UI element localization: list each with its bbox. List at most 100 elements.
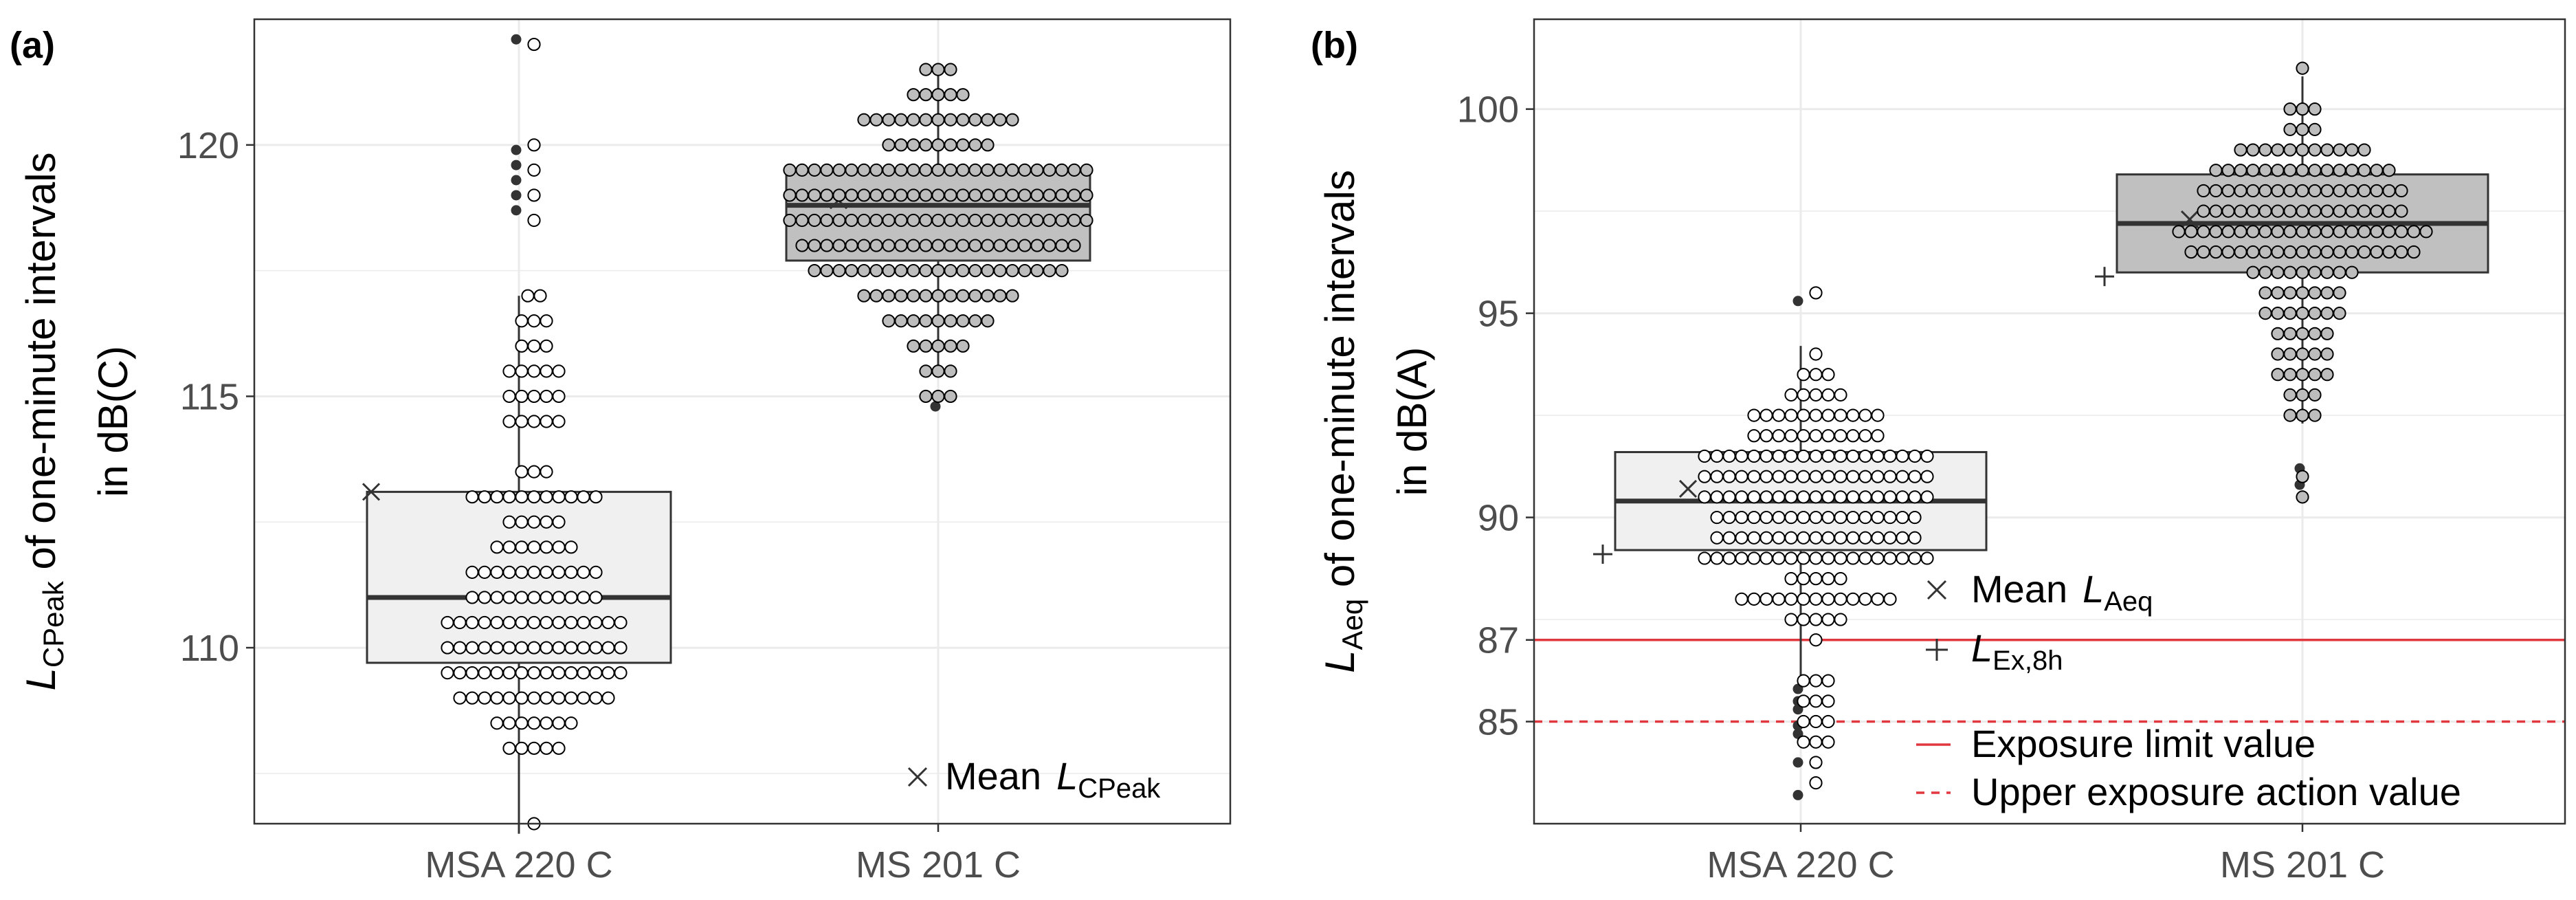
dot [1067, 213, 1081, 228]
dot [1772, 510, 1786, 525]
dot [993, 163, 1007, 177]
dot [1735, 551, 1748, 565]
dot [981, 289, 995, 303]
outlier-point [930, 401, 941, 412]
dot [1858, 449, 1872, 463]
dot [1006, 213, 1019, 228]
dot [1784, 510, 1798, 525]
dot [2333, 265, 2346, 279]
dot [577, 591, 590, 604]
outlier-point [511, 144, 522, 155]
dot [1722, 531, 1736, 545]
dot [465, 691, 479, 705]
dot [2395, 204, 2408, 218]
dot [2296, 470, 2309, 483]
dot [2246, 245, 2260, 259]
dot [2258, 204, 2272, 218]
dot [540, 364, 553, 378]
dot [1871, 429, 1885, 443]
dot [919, 289, 933, 303]
dot [882, 113, 896, 127]
dot [2296, 327, 2309, 340]
dot [869, 113, 883, 127]
dot [453, 615, 467, 630]
dot [2271, 265, 2285, 279]
dot [931, 314, 945, 328]
dot [1018, 264, 1032, 278]
dot [2271, 184, 2285, 198]
dot [1920, 449, 1934, 463]
dot [1759, 470, 1773, 483]
dot [2308, 286, 2322, 300]
dot [1784, 572, 1798, 586]
dot [589, 591, 603, 604]
dot [1809, 347, 1823, 361]
dot [1908, 551, 1922, 565]
dot [2271, 307, 2285, 320]
dot [515, 591, 529, 604]
dot [2296, 143, 2309, 157]
x-tick-label: MSA 220 C [425, 844, 612, 886]
dot [515, 666, 529, 680]
dot [968, 289, 982, 303]
dot [490, 591, 504, 604]
dot [2246, 265, 2260, 279]
dot [882, 163, 896, 177]
dot [2246, 204, 2260, 218]
dot [490, 641, 504, 655]
dot [552, 565, 566, 579]
dot [577, 666, 590, 680]
dot [2370, 245, 2384, 259]
dot [527, 716, 541, 730]
dot [2209, 184, 2223, 198]
dot [2234, 204, 2247, 218]
box-1 [2095, 76, 2489, 490]
dot [1846, 449, 1860, 463]
dot [1809, 592, 1823, 606]
dot [1809, 613, 1823, 626]
dot [552, 515, 566, 529]
mean-x-stroke [2180, 210, 2199, 229]
dot [490, 490, 504, 504]
dot [1698, 470, 1711, 483]
dot [478, 615, 491, 630]
dot [1896, 449, 1909, 463]
dot [1809, 735, 1823, 749]
dot [564, 691, 578, 705]
dot [2172, 225, 2186, 239]
dot [1747, 490, 1761, 504]
dot [882, 188, 896, 202]
dot [2308, 327, 2322, 340]
dot [981, 138, 995, 152]
dot [478, 565, 491, 579]
dot [832, 213, 846, 228]
dot [1055, 163, 1069, 177]
dot [2258, 225, 2272, 239]
dot [2271, 245, 2285, 259]
dot [2357, 143, 2371, 157]
dot [2320, 225, 2334, 239]
dot [1784, 470, 1798, 483]
dot [2283, 184, 2297, 198]
dot [540, 691, 553, 705]
dot [2333, 307, 2346, 320]
dot [956, 264, 970, 278]
dot [2271, 368, 2285, 382]
dot [527, 163, 541, 177]
dot [2271, 286, 2285, 300]
dot [1846, 490, 1860, 504]
dot [2370, 225, 2384, 239]
dot [1821, 735, 1835, 749]
dot [1821, 449, 1835, 463]
dot [502, 389, 516, 404]
dot [490, 666, 504, 680]
panel-letter: (b) [1311, 25, 1358, 66]
outlier-point [1792, 789, 1803, 800]
dot [1710, 470, 1724, 483]
dot [1710, 531, 1724, 545]
dot [845, 188, 858, 202]
dot [1858, 592, 1872, 606]
dot [614, 666, 628, 680]
dot [1809, 449, 1823, 463]
dot [515, 339, 529, 353]
